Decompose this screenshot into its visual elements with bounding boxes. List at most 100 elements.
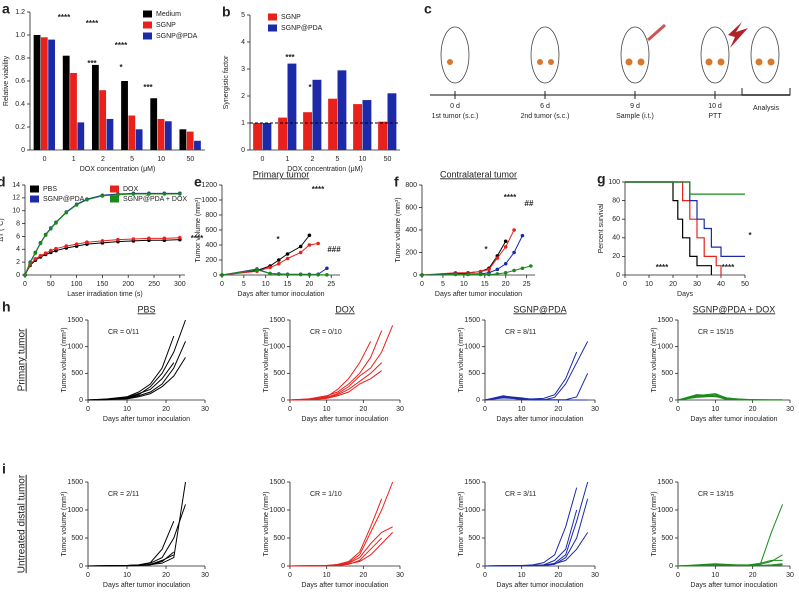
y-tick-label: 1500 [657, 317, 673, 324]
bar [262, 123, 272, 150]
bar [362, 100, 372, 150]
x-axis-label: Days after tumor inoculation [103, 416, 190, 423]
annotation: **** [656, 263, 669, 272]
annotation: **** [722, 263, 735, 272]
line [677, 504, 783, 567]
bar [70, 72, 77, 150]
y-tick-label: 1000 [269, 507, 285, 514]
y-tick-label: 500 [468, 535, 480, 542]
bar [378, 121, 387, 150]
y-tick-label: 400 [205, 242, 217, 249]
x-tick-label: 5 [242, 281, 246, 288]
legend-swatch [143, 21, 152, 29]
line [421, 241, 507, 276]
legend-swatch [110, 185, 119, 193]
step-label: Sample (i.t.) [616, 113, 654, 120]
chart: 0 20 40 60 80 100 0 10 20 30 40 50 Days Percent survi… [597, 171, 752, 298]
y-tick-label: 1000 [657, 507, 673, 514]
x-tick-label: 0 [86, 406, 90, 413]
y-axis-label: Tumor volume (mm³) [458, 491, 465, 556]
annotation: CR = 8/11 [505, 329, 536, 336]
y-tick-label: 1000 [67, 344, 83, 351]
syringe [647, 23, 666, 42]
line [421, 229, 515, 276]
line [289, 532, 394, 567]
x-tick-label: 10 [262, 281, 270, 288]
panel-letter: e [194, 174, 202, 190]
line [625, 181, 745, 257]
x-tick-label: 100 [71, 281, 83, 288]
legend-swatch [30, 185, 39, 193]
x-tick-label: 10 [323, 572, 331, 579]
chart: 0 500 1000 1500 0 10 20 30 Days after tumor inoc… [2, 461, 209, 589]
legend-label: SGNP@PDA + DOX [123, 196, 187, 203]
annotation: **** [58, 13, 71, 22]
annotation: **** [504, 193, 517, 202]
x-tick-label: 30 [786, 406, 794, 413]
x-tick-label: 10 [645, 281, 653, 288]
bar [194, 140, 201, 150]
y-tick-label: 500 [71, 535, 83, 542]
annotation: ## [525, 199, 534, 208]
x-tick-label: 20 [749, 406, 757, 413]
chart: 0 500 1000 1500 0 10 20 30 Days after tumor inoc… [651, 479, 794, 589]
bar [106, 118, 114, 150]
legend-swatch [110, 195, 119, 203]
x-tick-label: 30 [201, 572, 209, 579]
chart: 0 0.2 0.4 0.6 0.8 1.0 1.2 DOX concentration (μM… [2, 1, 205, 173]
bar [48, 39, 56, 150]
y-tick-label: 1500 [269, 479, 285, 486]
x-tick-label: 10 [711, 572, 719, 579]
tumors [447, 58, 775, 66]
bar [164, 121, 172, 150]
x-tick-label: 20 [554, 406, 562, 413]
x-axis-label: Days after tumor inoculation [690, 582, 777, 589]
x-tick-label: 0 [288, 572, 292, 579]
x-tick-label: 10 [518, 406, 526, 413]
bar [135, 129, 143, 150]
x-tick-label: 150 [97, 281, 109, 288]
line [24, 193, 180, 276]
annotation: * [276, 235, 280, 244]
bar [312, 79, 322, 150]
chart: 0 500 1000 1500 0 10 20 30 Days after tumor inoc… [263, 479, 404, 589]
x-tick-label: 30 [396, 406, 404, 413]
timeline-ticks [454, 88, 791, 99]
axes [87, 482, 205, 567]
panel-letter: i [2, 461, 6, 477]
bar [121, 81, 128, 150]
y-tick-label: 0 [213, 272, 217, 279]
legend-label: Medium [156, 11, 181, 18]
y-tick-label: 0 [669, 397, 673, 404]
y-axis-label: Tumor volume (mm³) [195, 197, 202, 262]
y-tick-label: 500 [71, 370, 83, 377]
x-axis-label: Days after tumor inoculation [103, 582, 190, 589]
axes [221, 185, 340, 276]
x-axis-label: Days after tumor inoculation [301, 582, 388, 589]
x-tick-label: 40 [717, 281, 725, 288]
annotation: *** [143, 83, 153, 92]
line [87, 481, 186, 567]
line [484, 341, 589, 401]
y-tick-label: 0.6 [15, 78, 25, 85]
annotation: * [484, 245, 488, 254]
line [485, 498, 589, 567]
axes [677, 482, 790, 567]
x-tick-label: 50 [187, 156, 195, 163]
bar [77, 122, 85, 150]
line [290, 537, 383, 567]
y-tick-label: 1500 [464, 317, 480, 324]
y-tick-label: 0 [616, 272, 620, 279]
annotation: CR = 0/11 [108, 329, 139, 336]
x-tick-label: 250 [148, 281, 160, 288]
analysis-label: Analysis [753, 105, 780, 112]
chart: 0 2 4 6 8 10 12 14 0 50 100 150 200 250 300 Laser irrad… [0, 174, 204, 298]
y-tick-label: 1200 [201, 182, 217, 189]
laser [728, 22, 748, 48]
bar [157, 118, 165, 150]
point [316, 241, 320, 246]
chart: 0 500 1000 1500 0 10 20 30 Days after tumor inoc… [458, 304, 599, 422]
legend-label: SGNP [281, 14, 301, 21]
x-tick-label: 0 [288, 406, 292, 413]
y-tick-label: 400 [405, 227, 417, 234]
